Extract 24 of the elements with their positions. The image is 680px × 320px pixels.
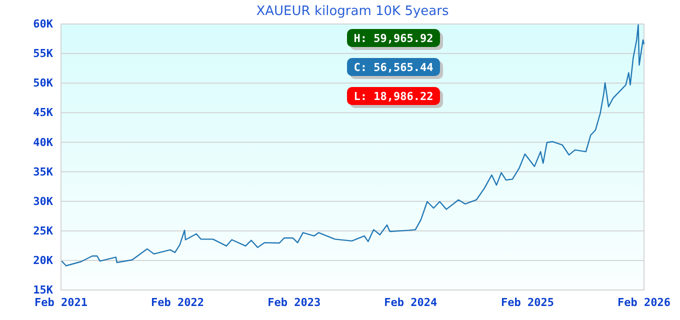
y-tick-label: 30K <box>33 194 54 208</box>
y-tick-label: 40K <box>33 136 54 149</box>
value-badge: H: 59,965.92 <box>347 29 443 50</box>
x-tick-label: Feb 2021 <box>34 296 88 309</box>
y-tick-label: 25K <box>33 224 54 238</box>
annotation: H: 59,965.92 <box>354 32 434 45</box>
y-tick-label: 55K <box>33 47 54 60</box>
annotation: C: 56,565.44 <box>354 61 434 74</box>
value-badge: L: 18,986.22 <box>347 87 443 108</box>
chart-title: XAUEUR kilogram 10K 5years <box>256 4 449 19</box>
line-series <box>61 24 645 266</box>
x-tick-label: Feb 2024 <box>384 296 438 309</box>
x-tick-label: Feb 2025 <box>500 296 554 309</box>
value-badge: C: 56,565.44 <box>347 58 443 79</box>
x-tick-label: Feb 2023 <box>268 296 321 309</box>
y-tick-label: 45K <box>33 106 54 120</box>
x-tick-label: Feb 2022 <box>151 296 204 309</box>
x-tick-label: Feb 2026 <box>618 296 671 309</box>
y-tick-label: 60K <box>33 18 54 31</box>
y-tick-label: 35K <box>33 165 54 178</box>
annotation: L: 18,986.22 <box>354 90 434 103</box>
y-tick-label: 50K <box>33 76 54 90</box>
y-tick-label: 20K <box>33 254 54 267</box>
y-tick-label: 15K <box>33 284 54 297</box>
